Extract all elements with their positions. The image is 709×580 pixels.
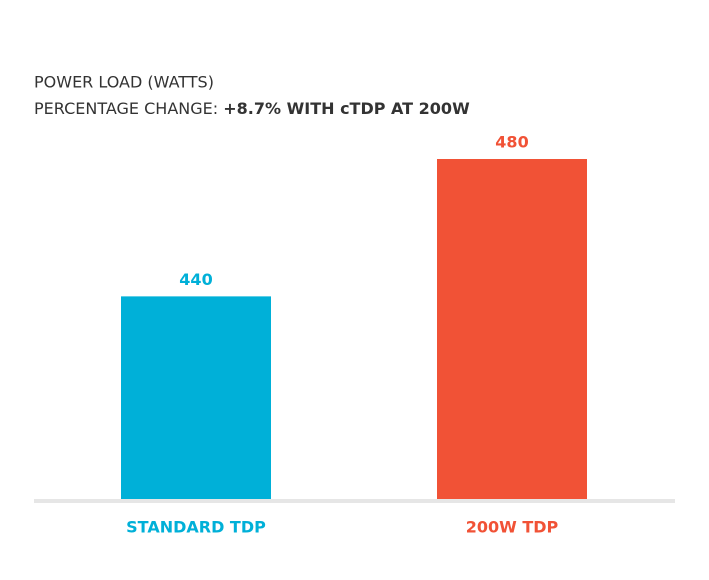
- subtitle-value: +8.7% WITH cTDP AT 200W: [223, 99, 470, 118]
- value-label: 480: [495, 133, 528, 152]
- bar: [121, 296, 271, 499]
- x-tick-label: STANDARD TDP: [126, 518, 266, 537]
- chart-title: POWER LOAD (WATTS): [34, 73, 214, 92]
- x-tick-label: 200W TDP: [466, 518, 559, 537]
- subtitle-label: PERCENTAGE CHANGE:: [34, 99, 218, 118]
- value-label: 440: [179, 270, 212, 289]
- bar: [437, 159, 587, 499]
- chart-subtitle: PERCENTAGE CHANGE: +8.7% WITH cTDP AT 20…: [34, 99, 470, 118]
